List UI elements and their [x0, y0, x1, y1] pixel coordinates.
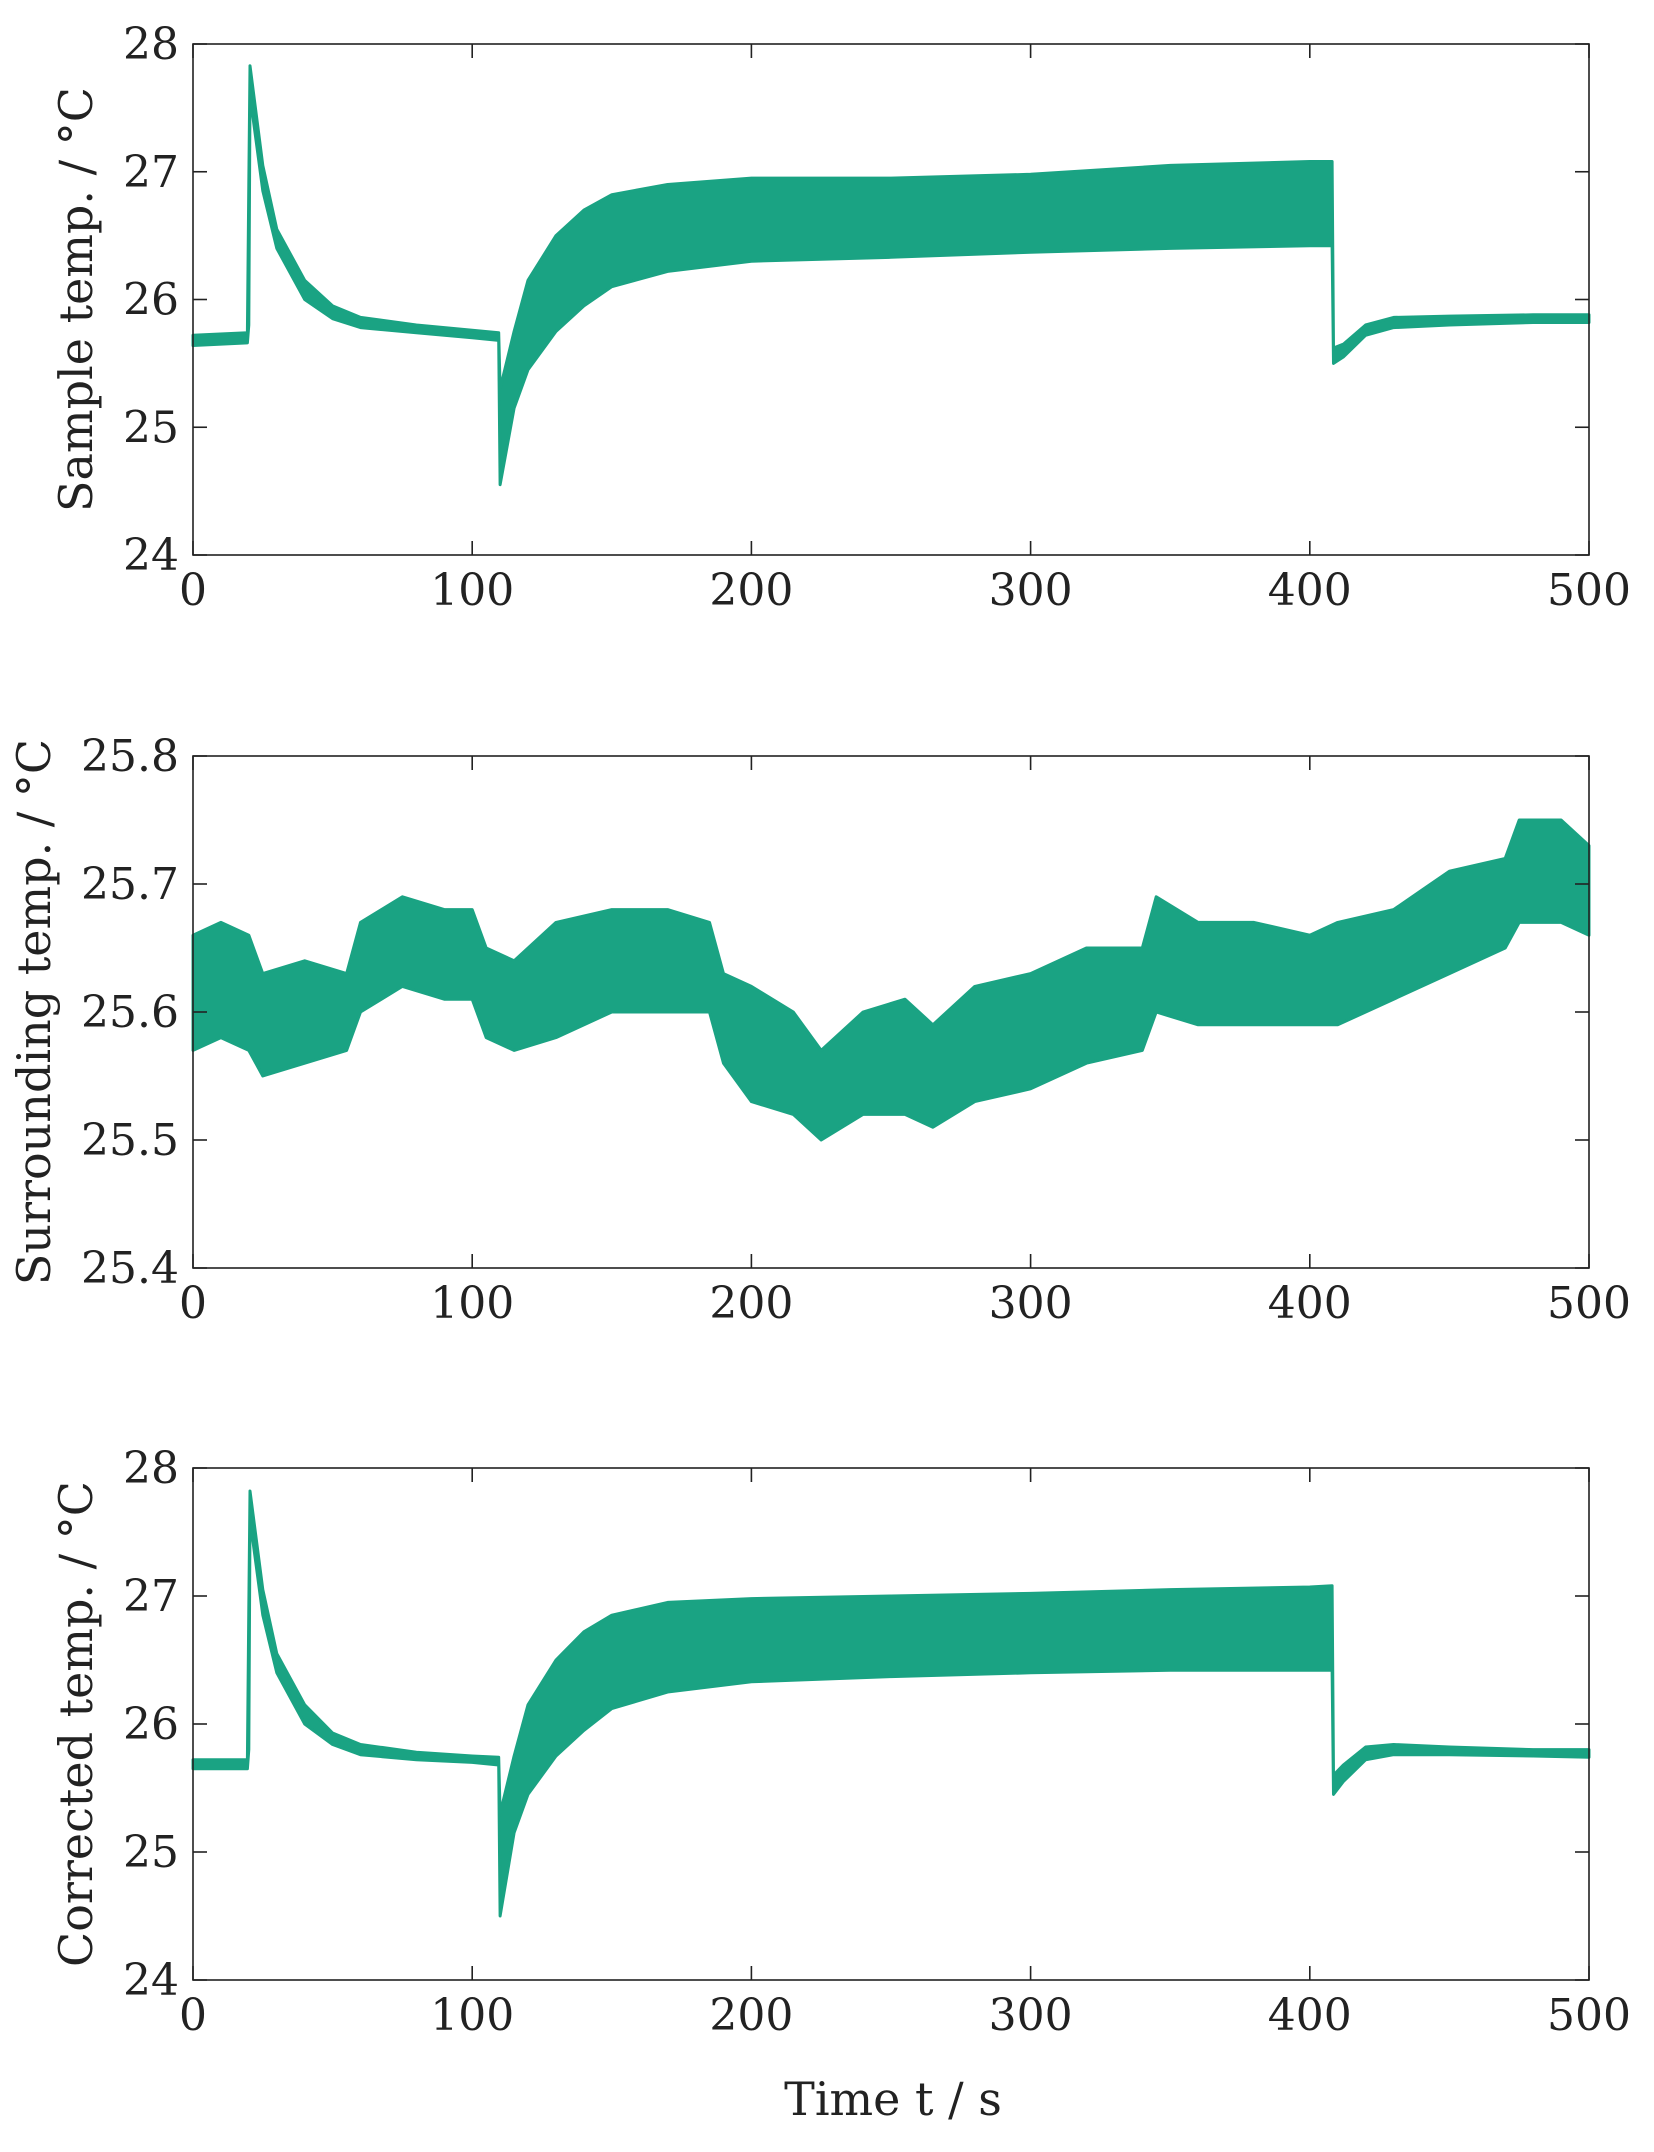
x-tick-label: 0: [179, 565, 207, 616]
y-tick-label: 25.6: [81, 987, 179, 1038]
x-tick-label: 300: [989, 1278, 1073, 1329]
x-tick-label: 300: [989, 1990, 1073, 2041]
y-tick-label: 25.8: [81, 731, 179, 782]
y-tick-label: 25: [123, 1827, 179, 1878]
y-axis-label: Surrounding temp. / °C: [7, 739, 61, 1285]
y-tick-label: 27: [123, 147, 179, 198]
x-tick-label: 300: [989, 565, 1073, 616]
y-tick-label: 25.7: [81, 859, 179, 910]
x-tick-label: 500: [1547, 1278, 1631, 1329]
y-tick-label: 26: [123, 1699, 179, 1750]
y-tick-label: 28: [123, 19, 179, 70]
y-tick-label: 24: [123, 1955, 179, 2006]
x-tick-label: 400: [1268, 1278, 1352, 1329]
y-axis-label: Sample temp. / °C: [49, 87, 103, 512]
x-tick-label: 0: [179, 1990, 207, 2041]
x-tick-label: 200: [709, 565, 793, 616]
sample-temp-panel: 0 100 200 300 400 500 24 25 26 27 28 Sample temp. /…: [49, 19, 1631, 616]
y-tick-label: 25: [123, 402, 179, 453]
y-tick-label: 28: [123, 1443, 179, 1494]
y-tick-label: 27: [123, 1571, 179, 1622]
y-tick-label: 25.4: [81, 1243, 179, 1294]
y-tick-label: 25.5: [81, 1115, 179, 1166]
x-tick-label: 400: [1268, 565, 1352, 616]
x-tick-label: 400: [1268, 1990, 1352, 2041]
corrected-temp-panel: 0 100 200 300 400 500 24 25 26 27 28 Corrected temp…: [49, 1443, 1631, 2041]
x-tick-label: 200: [709, 1278, 793, 1329]
x-tick-label: 0: [179, 1278, 207, 1329]
x-tick-label: 100: [430, 565, 514, 616]
x-tick-label: 100: [430, 1278, 514, 1329]
y-tick-label: 26: [123, 275, 179, 326]
x-tick-label: 500: [1547, 565, 1631, 616]
y-axis-label: Corrected temp. / °C: [49, 1481, 103, 1967]
x-tick-label: 200: [709, 1990, 793, 2041]
x-tick-label: 100: [430, 1990, 514, 2041]
surrounding-temp-panel: 0 100 200 300 400 500 25.4 25.5 25.6 25.7 25.8 Surr…: [7, 731, 1631, 1329]
y-tick-label: 24: [123, 530, 179, 581]
x-tick-label: 500: [1547, 1990, 1631, 2041]
x-axis-label: Time t / s: [784, 2072, 1002, 2126]
